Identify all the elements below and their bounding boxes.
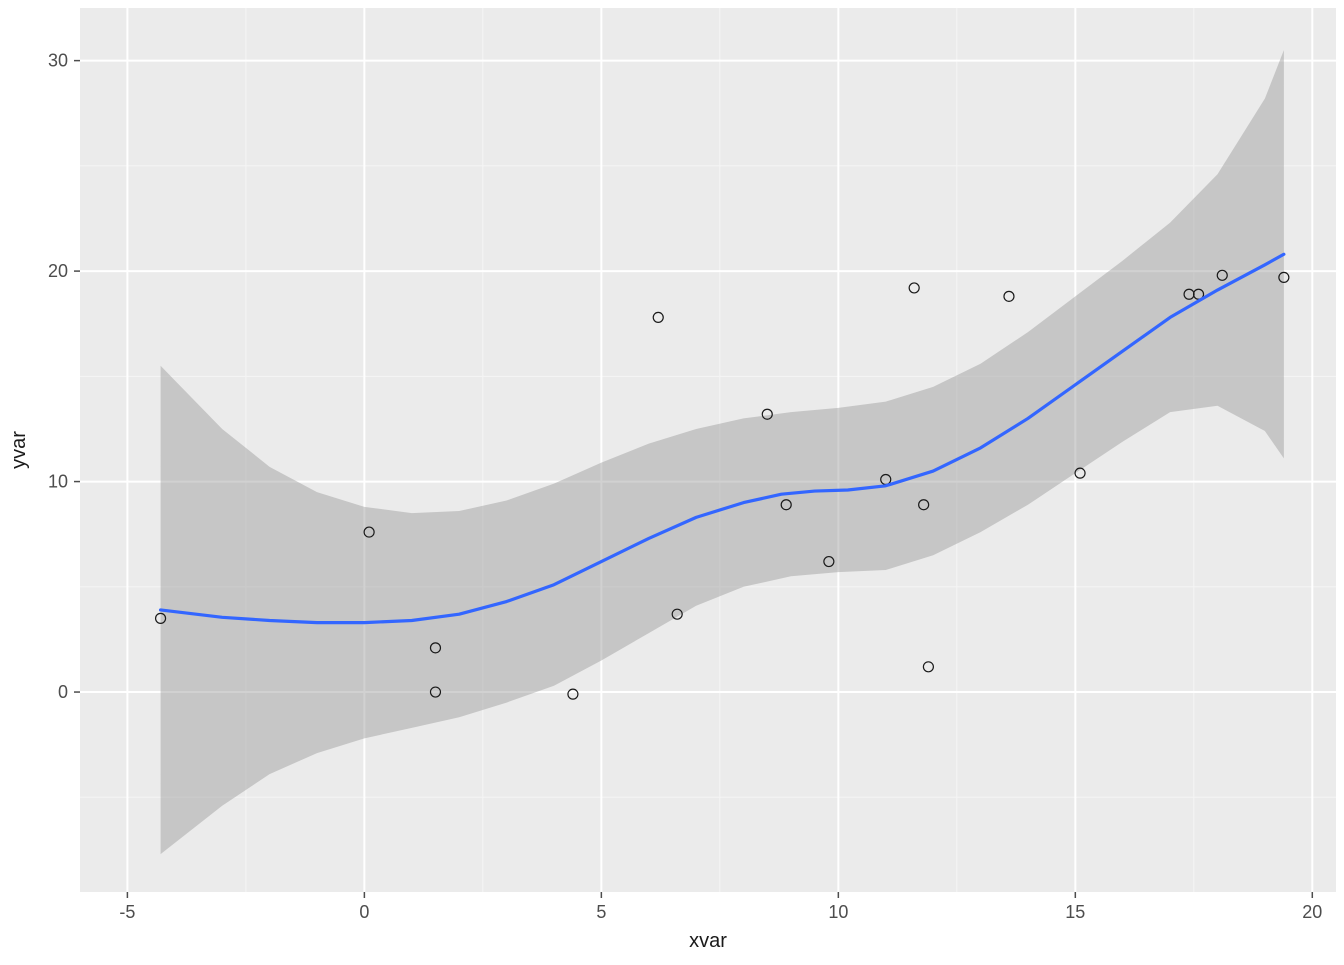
x-tick-label: 15 [1065,902,1085,922]
x-tick-label: 0 [359,902,369,922]
x-tick-label: 20 [1302,902,1322,922]
x-tick-label: 10 [828,902,848,922]
y-axis-title: yvar [8,431,30,469]
chart-container: -5 0 5 10 15 20 0 10 20 30 xvar yvar [0,0,1344,960]
y-axis: 0 10 20 30 [48,51,80,702]
x-tick-label: 5 [596,902,606,922]
y-tick-label: 30 [48,51,68,71]
scatter-smooth-chart: -5 0 5 10 15 20 0 10 20 30 xvar yvar [0,0,1344,960]
x-axis-title: xvar [689,930,727,952]
y-tick-label: 10 [48,472,68,492]
y-tick-label: 20 [48,261,68,281]
y-tick-label: 0 [58,682,68,702]
x-tick-label: -5 [119,902,135,922]
x-axis: -5 0 5 10 15 20 [119,892,1322,922]
